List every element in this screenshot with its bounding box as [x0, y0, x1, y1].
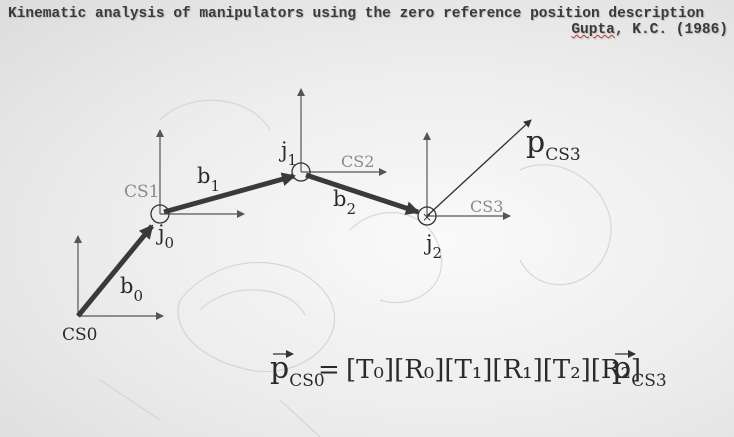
joint-j0-marker	[150, 204, 170, 224]
link-label-b1: b1	[197, 164, 220, 195]
joint-j2-cross: ×	[422, 210, 432, 224]
frame-cs3	[423, 132, 511, 220]
citation-header: Kinematic analysis of manipulators using…	[8, 6, 728, 38]
frame-cs2	[297, 88, 387, 176]
transform-equation: pCS0 = [T₀][R₀][T₁][R₁][T₂][R₂] pCS3	[270, 350, 667, 391]
joint-j1-marker	[291, 162, 311, 182]
frame-label-cs2: CS2	[341, 152, 374, 171]
term-R1: [R₁]	[492, 355, 542, 385]
term-R2: [R₂]	[591, 355, 641, 385]
term-T0: [T₀]	[346, 355, 394, 385]
point-label-p-cs3: pCS3	[526, 125, 581, 165]
joint-label-j0: j0	[155, 221, 174, 252]
paper-year: , K.C. (1986)	[614, 22, 728, 38]
link-b2	[305, 172, 420, 215]
link-label-b2: b2	[333, 187, 356, 218]
equation-rhs-vector: pCS3	[612, 351, 667, 391]
frame-label-cs0: CS0	[62, 325, 97, 345]
link-label-b0: b0	[120, 274, 143, 305]
term-R0: [R₀]	[394, 355, 444, 385]
link-b1	[163, 172, 296, 215]
equation-rhs: [T₀][R₀][T₁][R₁][T₂][R₂]	[346, 355, 641, 385]
paper-title: Kinematic analysis of manipulators using…	[8, 6, 705, 22]
equation-equals: =	[318, 355, 340, 385]
frame-cs0	[74, 235, 164, 320]
term-T2: [T₂]	[543, 355, 591, 385]
joint-label-j1: j1	[278, 138, 297, 169]
frame-label-cs1: CS1	[124, 182, 159, 202]
joint-label-j2: j2	[423, 231, 442, 262]
background-robot-sketch	[99, 99, 612, 437]
frame-cs1	[156, 129, 245, 218]
link-b0	[76, 224, 154, 318]
equation-lhs: pCS0	[270, 351, 325, 391]
paper-author: Gupta	[571, 22, 615, 38]
term-T1: [T₁]	[444, 355, 492, 385]
joint-j2-marker	[417, 206, 437, 226]
frame-label-cs3: CS3	[470, 197, 503, 216]
point-vector-p	[426, 119, 532, 217]
